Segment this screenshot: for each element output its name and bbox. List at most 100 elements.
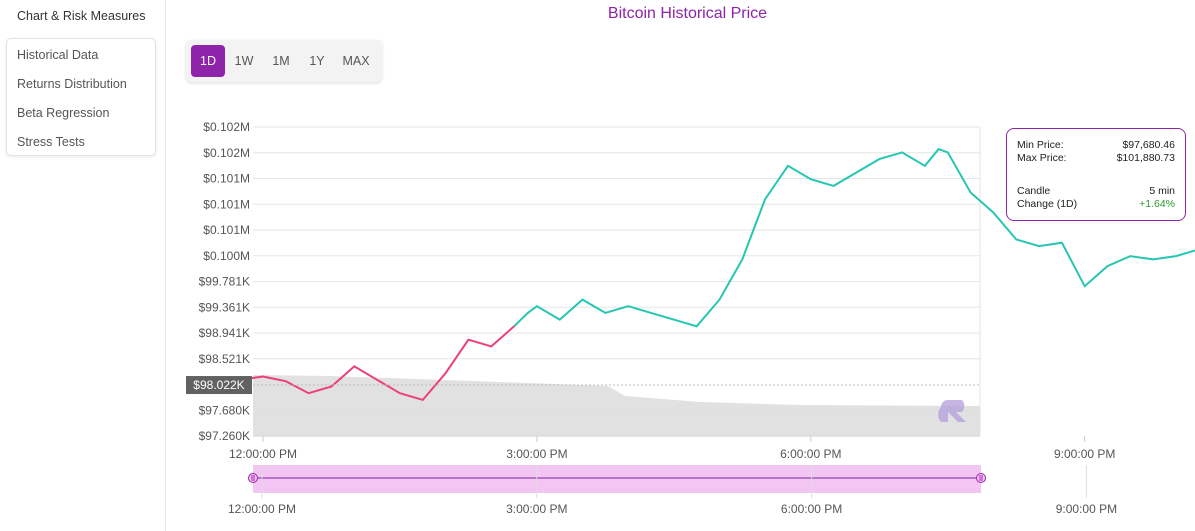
- y-tick-label: $98.521K: [199, 352, 250, 366]
- current-price-tag: [186, 376, 252, 395]
- y-tick-label: $0.102M: [203, 120, 250, 134]
- sidebar-item-returns-distribution[interactable]: Returns Distribution: [17, 77, 127, 91]
- volume-shade: [253, 375, 980, 436]
- range-button-1m[interactable]: 1M: [272, 54, 290, 68]
- price-point: [992, 212, 995, 214]
- chart-title: Bitcoin Historical Price: [607, 5, 768, 22]
- min-price-row: Min Price: $97,680.46: [1017, 139, 1175, 153]
- y-tick-label: $0.100M: [203, 249, 250, 263]
- price-point: [1038, 245, 1040, 247]
- price-point: [581, 299, 584, 301]
- y-tick-label: $0.101M: [203, 197, 250, 211]
- price-point: [924, 165, 926, 167]
- navigator-left-handle: [248, 473, 258, 483]
- navigator-x-tick-label: 12:00:00 PM: [228, 502, 296, 516]
- x-tick-label: 9:00:00 PM: [1054, 447, 1115, 461]
- price-point: [833, 185, 835, 187]
- navigator-x-axis: 12:00:00 PM 3:00:00 PM 6:00:00 PM 9:00:00 P…: [228, 465, 1117, 516]
- navigator-x-tick-label: 9:00:00 PM: [1056, 502, 1117, 516]
- price-point: [1061, 242, 1063, 244]
- sidebar-item-beta-regression[interactable]: Beta Regression: [17, 106, 110, 120]
- price-point: [445, 372, 447, 374]
- y-tick-label: $0.102M: [203, 146, 250, 160]
- price-point: [262, 375, 264, 378]
- price-point: [536, 305, 538, 307]
- price-point: [399, 392, 401, 394]
- price-summary-box: Min Price: $97,680.46 Max Price: $101,88…: [1006, 128, 1186, 221]
- price-point: [308, 392, 310, 394]
- price-point: [718, 299, 721, 301]
- range-button-1y[interactable]: 1Y: [309, 54, 325, 68]
- sidebar: Chart & Risk Measures Historical Data Re…: [0, 0, 166, 531]
- price-point: [627, 305, 629, 307]
- candle-value: 5 min: [1149, 185, 1175, 197]
- price-point: [559, 319, 561, 321]
- max-price-label: Max Price:: [1017, 152, 1067, 164]
- price-point: [604, 312, 607, 314]
- navigator-selection: [253, 465, 981, 493]
- sidebar-title: Chart & Risk Measures: [17, 9, 146, 23]
- min-price-value: $97,680.46: [1122, 139, 1175, 151]
- price-point: [673, 319, 675, 321]
- price-point: [376, 379, 378, 381]
- max-price-value: $101,880.73: [1116, 152, 1175, 164]
- range-button-1d[interactable]: 1D: [191, 45, 225, 77]
- max-price-row: Max Price: $101,880.73: [1017, 152, 1175, 166]
- candle-row: Candle 5 min: [1017, 185, 1175, 199]
- logo-watermark-icon: [938, 400, 966, 422]
- y-tick-label: $0.101M: [203, 223, 250, 237]
- y-tick-label: $97.260K: [199, 429, 250, 443]
- candle-label: Candle: [1017, 185, 1051, 197]
- y-axis: $0.102M $0.102M $0.101M $0.101M $0.101M $0.10…: [199, 120, 250, 443]
- range-button-max[interactable]: MAX: [342, 54, 370, 68]
- min-price-label: Min Price:: [1017, 139, 1064, 151]
- range-selector: 1D 1W 1M 1Y MAX: [186, 40, 382, 82]
- x-axis: 12:00:00 PM 3:00:00 PM 6:00:00 PM 9:00:00 P…: [229, 436, 1115, 461]
- watermark-logo: [938, 400, 966, 422]
- price-point: [527, 312, 529, 314]
- sidebar-item-stress-tests[interactable]: Stress Tests: [17, 135, 85, 149]
- volume-area: [253, 375, 980, 436]
- change-row: Change (1D) +1.64%: [1017, 198, 1175, 212]
- y-tick-label: $0.101M: [203, 172, 250, 186]
- price-point: [810, 178, 812, 180]
- navigator[interactable]: [248, 465, 986, 493]
- price-point: [764, 198, 766, 200]
- price-point: [947, 151, 949, 153]
- price-point: [855, 171, 858, 174]
- x-tick-label: 6:00:00 PM: [780, 447, 841, 461]
- price-point: [422, 399, 424, 401]
- price-point: [330, 385, 333, 388]
- price-point: [1129, 255, 1131, 257]
- price-point: [1152, 258, 1154, 260]
- price-point: [878, 158, 880, 160]
- current-price-indicator: $98.022K: [186, 376, 980, 395]
- price-point: [741, 258, 743, 260]
- price-line-up: [513, 147, 1195, 328]
- price-point: [285, 380, 287, 382]
- y-tick-label: $99.781K: [199, 275, 250, 289]
- navigator-x-tick-label: 3:00:00 PM: [506, 502, 567, 516]
- current-price-label: $98.022K: [193, 378, 244, 392]
- price-point: [1175, 255, 1177, 257]
- y-tick-label: $99.361K: [199, 300, 250, 314]
- price-series: [239, 147, 1195, 402]
- price-point: [467, 339, 469, 341]
- x-tick-label: 3:00:00 PM: [506, 447, 567, 461]
- change-value: +1.64%: [1139, 198, 1175, 210]
- y-tick-label: $98.941K: [199, 326, 250, 340]
- price-point: [650, 312, 652, 314]
- price-point: [696, 325, 698, 327]
- price-point: [938, 148, 940, 150]
- price-point: [513, 325, 515, 327]
- sidebar-item-historical-data[interactable]: Historical Data: [17, 48, 99, 62]
- range-button-1w[interactable]: 1W: [234, 54, 254, 68]
- price-point: [787, 165, 789, 167]
- x-tick-label: 12:00:00 PM: [229, 447, 297, 461]
- price-point: [970, 191, 972, 194]
- price-point: [490, 345, 492, 347]
- sidebar-nav: Historical Data Returns Distribution Bet…: [6, 38, 156, 156]
- price-point: [1084, 285, 1086, 287]
- price-point: [1015, 238, 1017, 240]
